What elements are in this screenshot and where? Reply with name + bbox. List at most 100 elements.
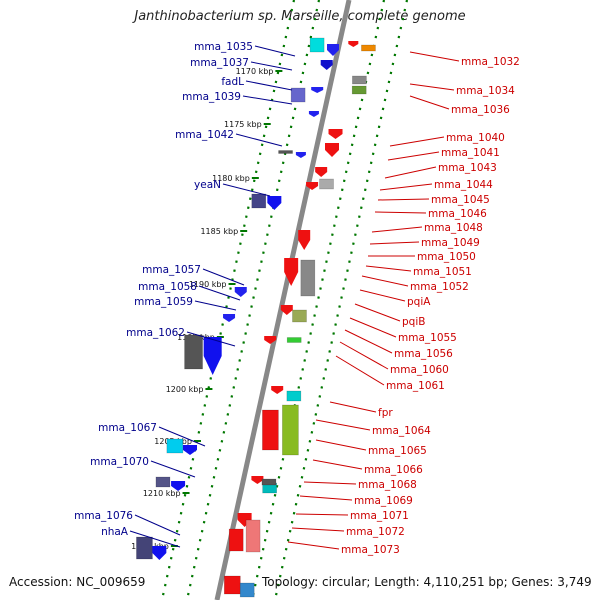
- gene-feature: [352, 75, 367, 85]
- label-leader-line: [287, 541, 340, 550]
- gene-label-mma_1050: mma_1050: [417, 251, 476, 263]
- gene-feature: [166, 438, 184, 454]
- dotted-track-2: [250, 0, 386, 600]
- gene-feature: [223, 314, 236, 322]
- scale-tick-label: 1210 kbp: [143, 489, 181, 498]
- map-title: Janthinobacterium sp. Marseille, complet…: [134, 9, 466, 24]
- gene-feature: [251, 476, 264, 484]
- gene-label-mma_1049: mma_1049: [421, 237, 480, 249]
- gene-feature: [348, 41, 359, 47]
- gene-label-mma_1065: mma_1065: [368, 445, 427, 457]
- gene-label-mma_1070: mma_1070: [90, 456, 149, 468]
- label-leader-line: [194, 300, 237, 311]
- gene-feature: [320, 60, 333, 70]
- gene-label-mma_1060: mma_1060: [390, 364, 449, 376]
- genome-backbone: [214, 0, 352, 600]
- gene-feature: [267, 196, 282, 210]
- scale-tick-label: 1170 kbp: [236, 67, 274, 76]
- label-leader-line: [315, 439, 367, 451]
- scale-tick-label: 1185 kbp: [200, 227, 238, 236]
- label-leader-line: [344, 329, 393, 354]
- scale-tick-label: 1180 kbp: [212, 174, 250, 183]
- gene-label-fadL: fadL: [221, 76, 244, 88]
- gene-label-mma_1057: mma_1057: [142, 264, 201, 276]
- label-leader-line: [365, 265, 412, 272]
- gene-label-mma_1064: mma_1064: [372, 425, 431, 437]
- gene-label-mma_1037: mma_1037: [190, 57, 249, 69]
- gene-feature: [278, 150, 293, 154]
- gene-feature: [351, 85, 367, 95]
- gene-feature: [224, 575, 241, 595]
- gene-feature: [203, 337, 222, 375]
- gene-label-mma_1032: mma_1032: [461, 56, 520, 68]
- gene-label-mma_1061: mma_1061: [386, 380, 445, 392]
- gene-feature: [183, 445, 197, 455]
- label-leader-line: [409, 51, 460, 62]
- gene-feature: [361, 44, 376, 52]
- gene-feature: [328, 129, 343, 139]
- gene-feature: [155, 476, 171, 488]
- label-leader-line: [245, 80, 293, 91]
- label-leader-line: [379, 183, 433, 191]
- gene-label-mma_1073: mma_1073: [341, 544, 400, 556]
- gene-label-mma_1046: mma_1046: [428, 208, 487, 220]
- gene-label-mma_1043: mma_1043: [438, 162, 497, 174]
- label-leader-line: [186, 331, 236, 347]
- gene-label-nhaA: nhaA: [101, 526, 129, 538]
- gene-feature: [327, 44, 339, 56]
- label-leader-line: [329, 401, 377, 413]
- gene-label-mma_1035: mma_1035: [194, 41, 253, 53]
- gene-feature: [292, 309, 307, 323]
- label-leader-line: [359, 289, 406, 302]
- gene-label-mma_1044: mma_1044: [434, 179, 493, 191]
- label-leader-line: [409, 83, 455, 91]
- label-leader-line: [349, 317, 397, 338]
- label-leader-line: [369, 241, 420, 245]
- gene-feature: [306, 182, 319, 190]
- gene-label-mma_1039: mma_1039: [182, 91, 241, 103]
- gene-feature: [300, 259, 316, 297]
- gene-feature: [261, 478, 277, 486]
- gene-label-mma_1045: mma_1045: [431, 194, 490, 206]
- label-leader-line: [303, 481, 357, 485]
- gene-feature: [262, 409, 279, 451]
- label-leader-line: [339, 341, 389, 370]
- gene-label-mma_1069: mma_1069: [354, 495, 413, 507]
- label-leader-line: [335, 355, 385, 386]
- dotted-track-3: [273, 0, 409, 600]
- label-leader-line: [235, 133, 283, 147]
- gene-label-mma_1040: mma_1040: [446, 132, 505, 144]
- gene-feature: [136, 536, 153, 560]
- dotted-track-0: [160, 0, 296, 600]
- gene-label-mma_1067: mma_1067: [98, 422, 157, 434]
- gene-feature: [309, 37, 325, 53]
- gene-feature: [234, 287, 247, 297]
- gene-feature: [239, 582, 255, 598]
- gene-label-mma_1059: mma_1059: [134, 296, 193, 308]
- label-leader-line: [312, 459, 363, 470]
- gene-label-mma_1058: mma_1058: [138, 281, 197, 293]
- gene-label-mma_1048: mma_1048: [424, 222, 483, 234]
- genome-summary-text: Topology: circular; Length: 4,110,251 bp…: [262, 575, 592, 589]
- gene-label-mma_1042: mma_1042: [175, 129, 234, 141]
- gene-label-mma_1076: mma_1076: [74, 510, 133, 522]
- label-leader-line: [254, 45, 296, 57]
- gene-label-pqiB: pqiB: [402, 316, 425, 328]
- label-leader-line: [389, 136, 445, 147]
- gene-label-fpr: fpr: [378, 407, 393, 419]
- label-leader-line: [134, 514, 181, 536]
- label-leader-line: [387, 151, 440, 161]
- label-leader-line: [242, 95, 293, 105]
- label-leader-line: [315, 419, 371, 431]
- accession-text: Accession: NC_009659: [9, 575, 146, 589]
- gene-label-mma_1051: mma_1051: [413, 266, 472, 278]
- gene-feature: [264, 336, 277, 344]
- scale-tick-label: 1200 kbp: [166, 385, 204, 394]
- gene-feature: [280, 305, 293, 315]
- label-leader-line: [295, 513, 349, 516]
- label-leader-line: [361, 275, 409, 287]
- label-leader-line: [371, 226, 423, 233]
- gene-feature: [290, 87, 306, 103]
- gene-feature: [251, 193, 267, 209]
